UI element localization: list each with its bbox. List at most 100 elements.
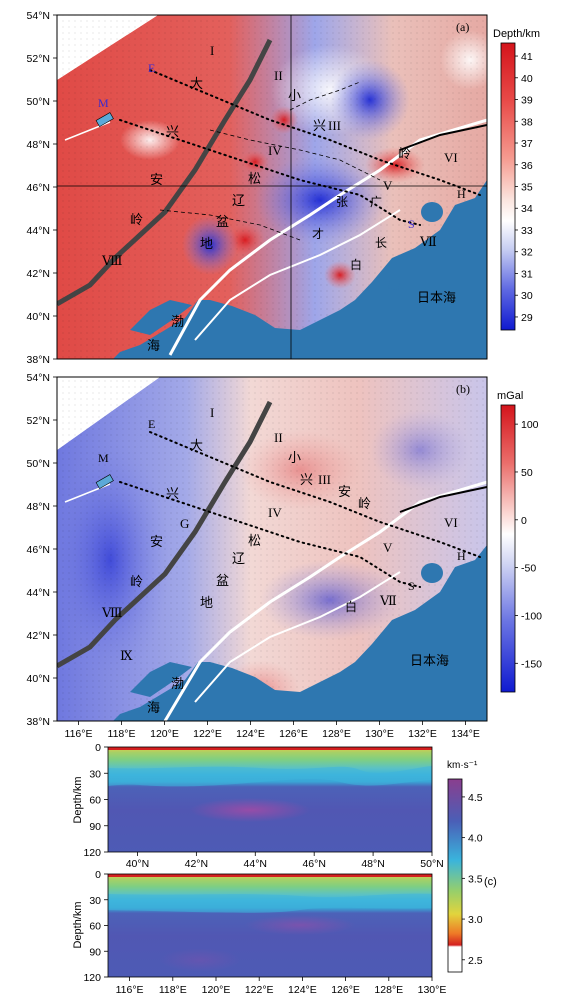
label-II: II <box>274 68 283 83</box>
label-II: II <box>274 430 283 445</box>
label-ling: 岭 <box>130 574 143 589</box>
colorbar-tick-label: 30 <box>521 290 533 302</box>
label-xing2: 兴 <box>313 118 326 133</box>
label-V: V <box>383 178 393 193</box>
label-ling: 岭 <box>130 212 143 227</box>
lat-tick-label: 54°N <box>27 372 50 384</box>
lon-tick-label: 118°E <box>108 728 136 740</box>
lat-tick-label: 50°N <box>420 858 443 870</box>
label-bai: 白 <box>345 599 357 614</box>
label-liao: 辽 <box>232 551 245 566</box>
colorbar-tick-label: 41 <box>521 51 533 63</box>
lat-tick-label: 38°N <box>27 716 50 728</box>
depth-tick-label: 60 <box>89 921 101 933</box>
section-bottom <box>108 874 432 977</box>
section-axes: 0 30 60 90 120 0 30 60 90 120 40°N 42°N 44°N 46°N 48°N… <box>83 742 446 996</box>
depth-tick-label: 120 <box>83 972 101 984</box>
colorbar-b-title: mGal <box>497 390 523 402</box>
label-xiao: 小 <box>288 88 301 103</box>
lat-tick-label: 52°N <box>27 415 50 427</box>
lat-tick-label: 44°N <box>27 587 50 599</box>
label-song: 松 <box>248 533 261 548</box>
depth-tick-label: 30 <box>89 768 101 780</box>
colorbar-b-ticks: 100 50 0 -50 -100 -150 <box>515 419 542 670</box>
lat-tick-label: 42°N <box>185 858 208 870</box>
label-M: M <box>98 451 109 465</box>
section-bottom-ylabel: Depth/km <box>72 901 84 948</box>
label-da: 大 <box>190 76 203 91</box>
label-G: G <box>180 516 189 531</box>
colorbar-tick-label: 37 <box>521 138 533 150</box>
lat-tick-label: 44°N <box>244 858 267 870</box>
lat-tick-label: 46°N <box>302 858 325 870</box>
label-bai: 白 <box>350 257 362 272</box>
colorbar-tick-label: 31 <box>521 268 533 280</box>
colorbar-b <box>500 404 516 693</box>
lat-tick-label: 48°N <box>27 501 50 513</box>
lat-tick-label: 40°N <box>27 673 50 685</box>
lat-tick-label: 40°N <box>126 858 149 870</box>
depth-tick-label: 90 <box>89 821 101 833</box>
lat-tick-label: 48°N <box>361 858 384 870</box>
colorbar-tick-label: 3.5 <box>468 873 483 885</box>
colorbar-tick-label: 40 <box>521 73 533 85</box>
colorbar-a-title: Depth/km <box>493 28 540 40</box>
depth-tick-label: 30 <box>89 895 101 907</box>
label-V: V <box>383 540 393 555</box>
lat-tick-label: 50°N <box>27 458 50 470</box>
label-japan-sea: 日本海 <box>417 290 456 305</box>
label-VIII: Ⅷ <box>101 605 122 620</box>
colorbar-tick-label: -150 <box>521 658 542 670</box>
label-di: 地 <box>200 595 213 610</box>
lon-tick-label: 128°E <box>322 728 351 740</box>
colorbar-tick-label: -100 <box>521 610 542 622</box>
label-IV: IV <box>268 143 282 158</box>
label-E: E <box>148 61 155 75</box>
lat-tick-label: 42°N <box>27 630 50 642</box>
thick-fault-line <box>57 38 273 307</box>
label-S: S <box>408 579 415 593</box>
label-hai: 海 <box>147 700 160 715</box>
colorbar-c-ticks: 4.5 4.0 3.5 3.0 2.5 <box>462 792 483 967</box>
label-xing: 兴 <box>166 124 179 139</box>
colorbar-tick-label: 34 <box>521 203 533 215</box>
lat-tick-label: 46°N <box>27 544 50 556</box>
lat-tick-label: 52°N <box>27 53 50 65</box>
panel-a-tag: (a) <box>456 20 469 34</box>
colorbar-tick-label: 38 <box>521 116 533 128</box>
label-chang: 长 <box>375 236 387 250</box>
label-guang: 广 <box>370 195 382 209</box>
label-III: III <box>328 118 341 133</box>
panel-b-lat-axis: 54°N 52°N 50°N 48°N 46°N 44°N 42°N 40°N 38°N <box>27 372 57 728</box>
colorbar-tick-label: 100 <box>521 419 539 431</box>
lat-tick-label: 44°N <box>27 225 50 237</box>
lat-tick-label: 46°N <box>27 182 50 194</box>
label-III: III <box>318 472 331 487</box>
label-di: 地 <box>200 236 213 251</box>
depth-tick-label: 120 <box>83 847 101 859</box>
label-E: E <box>148 417 155 431</box>
colorbar-tick-label: 32 <box>521 247 533 259</box>
label-zhang: 张 <box>336 195 348 209</box>
panel-b-lon-axis: 116°E 118°E 120°E 122°E 124°E 126°E 128°E 130°E… <box>65 721 480 740</box>
panel-c-tag: (c) <box>484 876 497 888</box>
label-VII: Ⅶ <box>379 593 397 608</box>
colorbar-tick-label: 33 <box>521 225 533 237</box>
lat-tick-label: 50°N <box>27 96 50 108</box>
label-an2: 安 <box>338 484 351 499</box>
lat-tick-label: 48°N <box>27 139 50 151</box>
colorbar-tick-label: 29 <box>521 312 533 324</box>
label-bo: 渤 <box>171 314 184 329</box>
panel-b-tag: (b) <box>456 382 470 396</box>
label-S: S <box>408 217 415 231</box>
colorbar-a <box>500 42 516 331</box>
lon-tick-label: 126°E <box>331 984 360 996</box>
colorbar-tick-label: 4.5 <box>468 792 483 804</box>
colorbar-a-ticks: 41 40 39 38 37 36 35 34 33 32 31 30 29 <box>515 51 533 324</box>
lat-tick-label: 40°N <box>27 311 50 323</box>
label-pen: 盆 <box>216 573 229 588</box>
depth-tick-label: 0 <box>95 742 101 754</box>
label-cai: 才 <box>312 227 324 241</box>
label-xing2: 兴 <box>300 472 313 487</box>
colorbar-tick-label: 3.0 <box>468 914 483 926</box>
